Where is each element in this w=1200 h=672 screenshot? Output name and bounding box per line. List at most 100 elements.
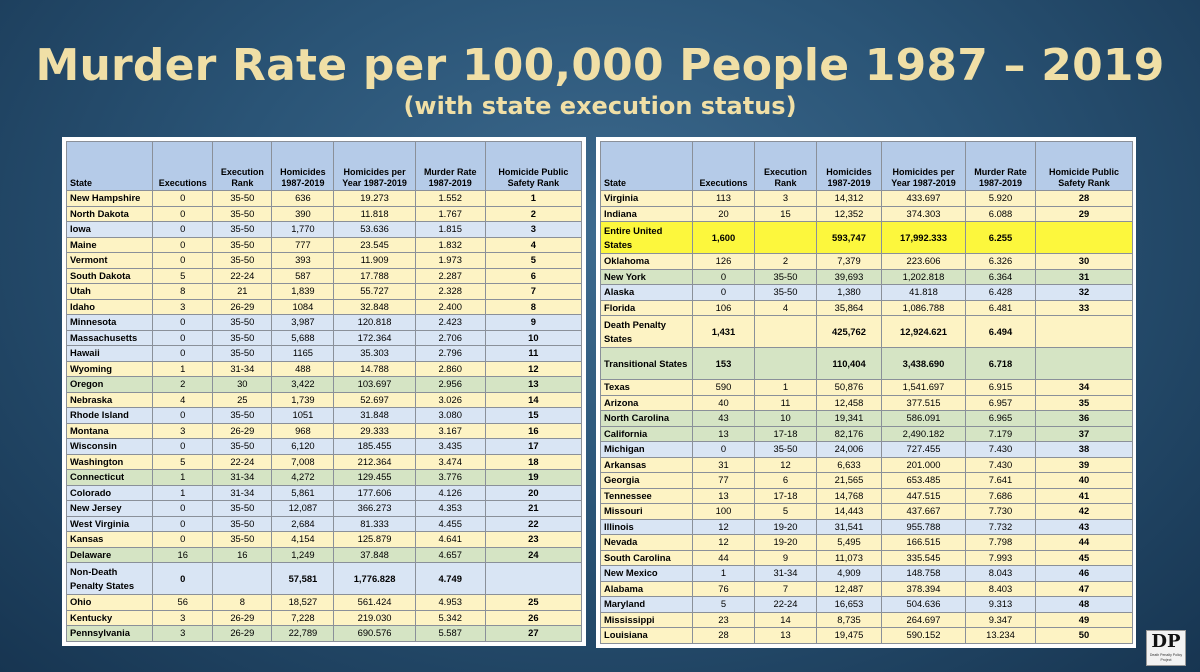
- cell-homicides-per-year: 12,924.621: [881, 315, 966, 348]
- cell-executions: 1: [152, 469, 214, 486]
- cell-homicides-per-year: 377.515: [881, 394, 966, 411]
- cell-homicides-per-year: 264.697: [881, 611, 966, 628]
- cell-execution-rank: [754, 221, 817, 254]
- cell-safety-rank: 45: [1035, 549, 1133, 566]
- cell-safety-rank: 39: [1035, 456, 1133, 473]
- cell-murder-rate: 1.552: [414, 190, 486, 207]
- cell-executions: 56: [152, 594, 214, 611]
- cell-execution-rank: 25: [212, 391, 273, 408]
- table-row: Washington 5 22-24 7,008 212.364 3.474 18: [65, 453, 583, 470]
- cell-safety-rank: 9: [484, 314, 583, 331]
- cell-murder-rate: 4.749: [414, 562, 486, 595]
- cell-murder-rate: 2.328: [414, 283, 486, 300]
- cell-execution-rank: 31-34: [212, 360, 273, 377]
- cell-homicides: 4,272: [271, 469, 335, 486]
- cell-murder-rate: 4.641: [414, 531, 486, 548]
- table-row: Colorado 1 31-34 5,861 177.606 4.126 20: [65, 484, 583, 501]
- cell-executions: 1: [152, 484, 214, 501]
- logo-text: Death Penalty Policy Project: [1149, 653, 1183, 662]
- cell-murder-rate: 3.026: [414, 391, 486, 408]
- page-title: Murder Rate per 100,000 People 1987 – 20…: [35, 40, 1165, 91]
- cell-homicides: 21,565: [816, 472, 882, 489]
- table-row: Mississippi 23 14 8,735 264.697 9.347 49: [600, 611, 1133, 628]
- cell-homicides-per-year: 55.727: [333, 283, 416, 300]
- cell-state: South Carolina: [600, 549, 693, 566]
- right-table-panel: State Executions Execution Rank Homicide…: [596, 137, 1136, 648]
- cell-execution-rank: 35-50: [754, 284, 817, 301]
- cell-murder-rate: 4.126: [414, 484, 486, 501]
- cell-homicides-per-year: 185.455: [333, 438, 416, 455]
- cell-homicides: 1051: [271, 407, 335, 424]
- cell-state: Utah: [65, 283, 154, 300]
- cell-safety-rank: 29: [1035, 205, 1133, 222]
- cell-homicides-per-year: 378.394: [881, 580, 966, 597]
- cell-state: Arkansas: [600, 456, 693, 473]
- cell-executions: 0: [152, 438, 214, 455]
- cell-murder-rate: 2.287: [414, 267, 486, 284]
- cell-safety-rank: 42: [1035, 503, 1133, 520]
- cell-safety-rank: 32: [1035, 284, 1133, 301]
- cell-safety-rank: 36: [1035, 410, 1133, 427]
- cell-murder-rate: 6.428: [965, 284, 1036, 301]
- table-row: Iowa 0 35-50 1,770 53.636 1.815 3: [65, 221, 583, 238]
- cell-safety-rank: 27: [484, 625, 583, 642]
- col-header-safety-rank: Homicide Public Safety Rank: [484, 141, 583, 191]
- cell-state: Florida: [600, 299, 693, 316]
- cell-safety-rank: 26: [484, 609, 583, 626]
- table-row: West Virginia 0 35-50 2,684 81.333 4.455 22: [65, 515, 583, 532]
- cell-executions: 590: [692, 379, 755, 396]
- cell-safety-rank: 20: [484, 484, 583, 501]
- cell-murder-rate: 1.832: [414, 236, 486, 253]
- cell-executions: 43: [692, 410, 755, 427]
- left-table-body: New Hampshire 0 35-50 636 19.273 1.552 1 North …: [65, 190, 583, 642]
- table-row: Oklahoma 126 2 7,379 223.606 6.326 30: [600, 253, 1133, 270]
- cell-execution-rank: 22-24: [754, 596, 817, 613]
- cell-state: Michigan: [600, 441, 693, 458]
- cell-homicides-per-year: 374.303: [881, 205, 966, 222]
- cell-homicides-per-year: 590.152: [881, 627, 966, 644]
- cell-murder-rate: 6.255: [965, 221, 1036, 254]
- cell-homicides-per-year: 586.091: [881, 410, 966, 427]
- table-row: Non-Death Penalty States 0 57,581 1,776.828…: [65, 562, 583, 595]
- table-row: Alabama 76 7 12,487 378.394 8.403 47: [600, 580, 1133, 597]
- cell-state: Rhode Island: [65, 407, 154, 424]
- cell-execution-rank: [754, 315, 817, 348]
- cell-murder-rate: 7.732: [965, 518, 1036, 535]
- cell-homicides: 593,747: [816, 221, 882, 254]
- cell-state: Alabama: [600, 580, 693, 597]
- cell-execution-rank: 35-50: [212, 314, 273, 331]
- cell-safety-rank: [1035, 221, 1133, 254]
- cell-state: Indiana: [600, 205, 693, 222]
- cell-execution-rank: 4: [754, 299, 817, 316]
- cell-state: New York: [600, 268, 693, 285]
- left-table-panel: State Executions Execution Rank Homicide…: [62, 137, 586, 646]
- cell-state: Missouri: [600, 503, 693, 520]
- cell-homicides-per-year: 437.667: [881, 503, 966, 520]
- col-header-safety-rank: Homicide Public Safety Rank: [1035, 141, 1133, 191]
- cell-safety-rank: [484, 562, 583, 595]
- cell-safety-rank: 38: [1035, 441, 1133, 458]
- cell-murder-rate: 3.080: [414, 407, 486, 424]
- cell-executions: 3: [152, 422, 214, 439]
- table-row: Kentucky 3 26-29 7,228 219.030 5.342 26: [65, 609, 583, 626]
- cell-homicides-per-year: 23.545: [333, 236, 416, 253]
- cell-homicides: 12,458: [816, 394, 882, 411]
- cell-murder-rate: 7.798: [965, 534, 1036, 551]
- cell-homicides: 16,653: [816, 596, 882, 613]
- cell-homicides-per-year: 32.848: [333, 298, 416, 315]
- cell-execution-rank: 3: [754, 190, 817, 207]
- cell-state: Wyoming: [65, 360, 154, 377]
- cell-execution-rank: 19-20: [754, 518, 817, 535]
- cell-homicides-per-year: 53.636: [333, 221, 416, 238]
- table-row: New Mexico 1 31-34 4,909 148.758 8.043 46: [600, 565, 1133, 582]
- cell-executions: 100: [692, 503, 755, 520]
- col-header-murder-rate: Murder Rate 1987-2019: [965, 141, 1036, 191]
- cell-murder-rate: 1.767: [414, 205, 486, 222]
- cell-state: Oregon: [65, 376, 154, 393]
- cell-executions: 1: [152, 360, 214, 377]
- table-row: California 13 17-18 82,176 2,490.182 7.179 37: [600, 425, 1133, 442]
- table-row: Vermont 0 35-50 393 11.909 1.973 5: [65, 252, 583, 269]
- cell-safety-rank: 37: [1035, 425, 1133, 442]
- cell-state: New Jersey: [65, 500, 154, 517]
- cell-execution-rank: 12: [754, 456, 817, 473]
